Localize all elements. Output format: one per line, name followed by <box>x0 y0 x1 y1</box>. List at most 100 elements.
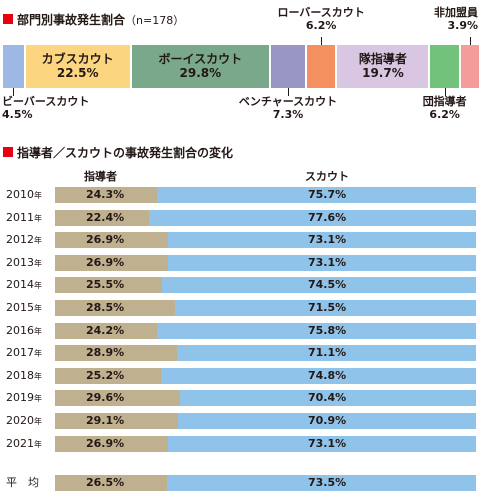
year-suffix: 年 <box>34 281 42 291</box>
year-label: 2010年 <box>6 187 52 204</box>
composition-segment <box>271 45 305 88</box>
leader-value-label: 26.9% <box>86 255 125 269</box>
year-suffix: 年 <box>34 326 42 336</box>
leader-bar <box>55 435 169 452</box>
year-text: 平 均 <box>6 476 39 489</box>
year-label: 2011年 <box>6 210 52 227</box>
year-label: 2017年 <box>6 345 52 362</box>
scout-value-label: 73.1% <box>308 255 347 269</box>
leader-bar <box>55 413 178 429</box>
year-suffix: 年 <box>34 439 42 449</box>
scout-value-label: 77.6% <box>308 210 347 224</box>
segment-category-label: ボーイスカウト <box>158 52 243 66</box>
composition-segment <box>430 45 459 88</box>
year-suffix: 年 <box>34 371 42 381</box>
leader-bar <box>55 367 162 384</box>
leader-value-label: 26.9% <box>86 436 125 450</box>
scout-value-label: 70.4% <box>308 391 347 405</box>
year-suffix: 年 <box>34 304 42 313</box>
year-label: 2013年 <box>6 255 52 272</box>
scout-value-label: 75.8% <box>308 323 347 337</box>
leader-line <box>13 88 15 96</box>
scout-bar <box>176 345 476 362</box>
year-suffix: 年 <box>34 258 42 268</box>
segment-label: 隊指導者 19.7% <box>337 52 428 80</box>
year-suffix: 年 <box>34 349 42 359</box>
year-label: 2018年 <box>6 368 52 385</box>
leader-bar <box>55 475 167 491</box>
year-suffix: 年 <box>34 417 42 426</box>
scout-bar <box>162 277 476 294</box>
segment-label: カブスカウト 22.5% <box>26 52 130 80</box>
year-label: 平 均 <box>6 475 52 491</box>
year-suffix: 年 <box>34 394 42 404</box>
scout-bar <box>166 475 476 491</box>
leader-line <box>288 88 289 96</box>
leader-bar <box>55 300 175 316</box>
segment-value-label: 22.5% <box>56 66 99 80</box>
scout-bar <box>168 254 476 271</box>
chart1-subtitle: （n=178） <box>125 14 185 27</box>
segment-value-label: 19.7% <box>362 66 404 80</box>
section-marker <box>3 14 13 24</box>
callout-label: 団指導者 6.2% <box>375 95 481 121</box>
callout-category-label: ベンチャースカウト <box>238 95 338 108</box>
year-text: 2019 <box>6 391 34 405</box>
leader-value-label: 28.9% <box>86 346 125 360</box>
scout-bar <box>161 367 476 384</box>
leader-value-label: 29.1% <box>86 414 125 427</box>
scout-bar <box>156 322 476 339</box>
callout-label: ベンチャースカウト 7.3% <box>218 95 358 121</box>
year-text: 2013 <box>6 255 34 269</box>
leader-bar <box>55 345 177 362</box>
scout-bar <box>177 413 476 429</box>
leader-line <box>470 37 471 45</box>
leader-value-label: 24.3% <box>86 188 125 201</box>
composition-segment <box>337 45 429 88</box>
year-label: 2012年 <box>6 232 52 249</box>
year-text: 2020 <box>6 414 34 427</box>
year-label: 2021年 <box>6 436 52 453</box>
scout-bar <box>168 435 476 452</box>
year-suffix: 年 <box>34 213 42 223</box>
leader-value-label: 26.5% <box>86 476 125 489</box>
year-text: 2011 <box>6 210 34 224</box>
callout-category-label: ビーバースカウト <box>2 95 90 108</box>
scout-value-label: 71.1% <box>308 346 347 360</box>
callout-value-label: 3.9% <box>447 19 478 32</box>
callout-label: ビーバースカウト 4.5% <box>2 95 89 121</box>
segment-label: ボーイスカウト 29.8% <box>132 52 270 80</box>
scout-value-label: 75.7% <box>308 188 347 201</box>
year-suffix: 年 <box>34 236 42 246</box>
leader-bar <box>55 322 157 339</box>
leader-value-label: 24.2% <box>86 323 125 337</box>
year-text: 2018 <box>6 368 34 382</box>
scout-bar <box>168 232 476 249</box>
segment-category-label: カブスカウト <box>41 52 114 66</box>
callout-label: 非加盟員 3.9% <box>434 6 478 32</box>
callout-category-label: 団指導者 <box>422 95 467 108</box>
segment-value-label: 29.8% <box>179 66 222 80</box>
leader-value-label: 25.2% <box>86 368 125 382</box>
leader-bar <box>55 390 180 407</box>
scout-bar <box>179 390 476 407</box>
year-label: 2019年 <box>6 390 52 407</box>
leader-bar <box>55 254 169 271</box>
chart1-title-text: 部門別事故発生割合 <box>17 13 126 27</box>
year-label: 2020年 <box>6 413 52 430</box>
composition-segment <box>131 45 270 88</box>
leader-bar <box>55 187 158 203</box>
year-label: 2014年 <box>6 277 52 294</box>
leader-bar <box>55 209 150 226</box>
year-label: 2015年 <box>6 300 52 317</box>
scout-bar <box>174 300 476 316</box>
leader-bar <box>55 232 169 249</box>
leader-line <box>444 88 446 96</box>
leader-bar <box>55 277 163 294</box>
year-text: 2014 <box>6 278 34 292</box>
year-text: 2010 <box>6 188 34 201</box>
series-header-leader: 指導者 <box>84 170 117 183</box>
leader-value-label: 25.5% <box>86 278 125 292</box>
scout-value-label: 71.5% <box>308 301 347 314</box>
year-suffix: 年 <box>34 191 42 200</box>
